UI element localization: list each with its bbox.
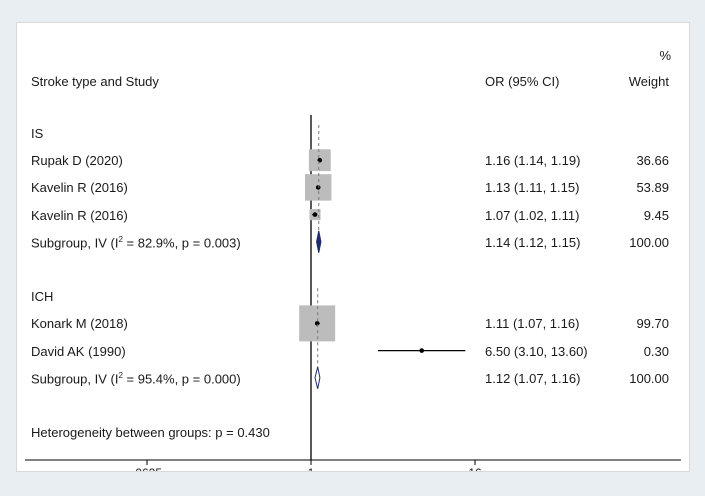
- study-column-header: Stroke type and Study: [31, 74, 159, 89]
- point-estimate: [419, 348, 425, 353]
- subgroup-weight-text: 100.00: [629, 370, 669, 386]
- study-weight-text: 9.45: [643, 207, 669, 223]
- x-tick-label: .0625: [132, 466, 162, 471]
- point-estimate: [314, 321, 320, 326]
- subgroup-weight-text: 100.00: [629, 234, 669, 250]
- x-tick-label: 16: [468, 466, 482, 471]
- forest-plot-svg: .0625 1 16: [25, 115, 681, 471]
- study-ci-text: 1.07 (1.02, 1.11): [485, 207, 580, 223]
- point-estimate: [315, 185, 321, 190]
- study-weight-text: 53.89: [636, 180, 669, 196]
- study-weight-text: 99.70: [636, 316, 669, 332]
- group-label: ICH: [31, 289, 54, 305]
- weight-percent-label: %: [659, 48, 671, 63]
- study-ci-text: 1.13 (1.11, 1.15): [485, 180, 580, 196]
- point-estimate: [312, 212, 318, 217]
- subgroup-label-post: = 95.4%, p = 0.000): [122, 371, 241, 387]
- study-ci-text: 1.11 (1.07, 1.16): [485, 316, 580, 332]
- study-label: Rupak D (2020): [31, 153, 123, 169]
- study-ci-text: 1.16 (1.14, 1.19): [485, 153, 581, 169]
- subgroup-label: Subgroup, IV (I2 = 95.4%, p = 0.000): [31, 370, 241, 387]
- or-column-header: OR (95% CI): [485, 74, 560, 89]
- subgroup-label: Subgroup, IV (I2 = 82.9%, p = 0.003): [31, 234, 241, 251]
- subgroup-diamond: [316, 230, 322, 253]
- subgroup-label-pre: Subgroup, IV (I: [31, 371, 119, 387]
- x-tick-label: 1: [308, 466, 315, 471]
- subgroup-ci-text: 1.12 (1.07, 1.16): [485, 370, 581, 386]
- study-label: Kavelin R (2016): [31, 207, 128, 223]
- heterogeneity-label: Heterogeneity between groups: p = 0.430: [31, 425, 270, 441]
- subgroup-label-sup: 2: [118, 234, 123, 244]
- subgroup-ci-text: 1.14 (1.12, 1.15): [485, 234, 581, 250]
- weight-column-header: Weight: [628, 74, 669, 89]
- study-ci-text: 6.50 (3.10, 13.60): [485, 343, 588, 359]
- subgroup-label-sup: 2: [118, 370, 123, 380]
- subgroup-label-pre: Subgroup, IV (I: [31, 235, 119, 251]
- subgroup-label-post: = 82.9%, p = 0.003): [122, 235, 241, 251]
- subgroup-diamond: [314, 366, 321, 389]
- forest-plot-frame: % Stroke type and Study OR (95% CI) Weig…: [16, 22, 690, 472]
- study-label: Konark M (2018): [31, 316, 128, 332]
- study-label: David AK (1990): [31, 343, 126, 359]
- study-label: Kavelin R (2016): [31, 180, 128, 196]
- group-label: IS: [31, 126, 44, 141]
- study-weight-text: 36.66: [636, 153, 669, 169]
- study-weight-text: 0.30: [643, 343, 669, 359]
- point-estimate: [317, 157, 323, 163]
